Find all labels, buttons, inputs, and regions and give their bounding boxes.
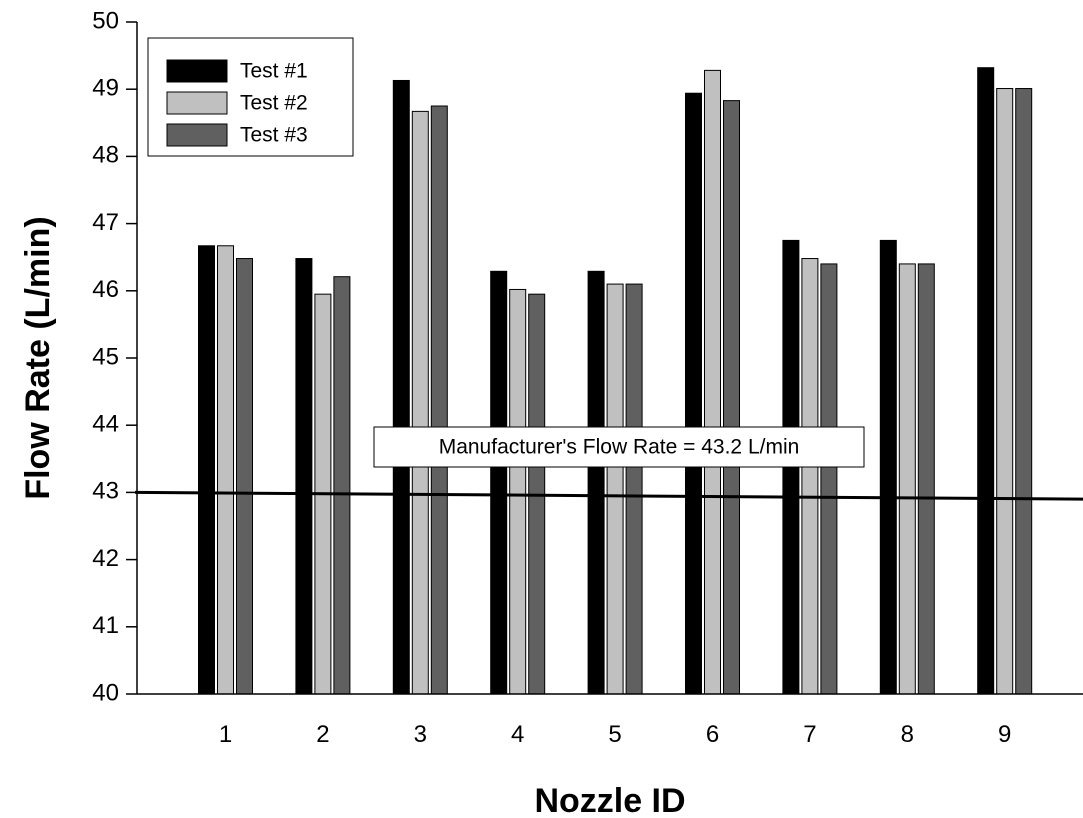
y-tick-label: 42 (92, 545, 119, 572)
legend-label: Test #1 (240, 60, 308, 83)
bar (333, 276, 351, 695)
bar (217, 245, 234, 695)
x-tick-label: 8 (901, 721, 914, 748)
y-axis-title: Flow Rate (L/min) (19, 216, 57, 499)
bar (587, 270, 605, 695)
legend-swatch (166, 91, 228, 115)
bar (295, 258, 313, 695)
y-tick-label: 44 (92, 411, 119, 438)
bar (490, 270, 508, 695)
x-tick-label: 7 (803, 721, 816, 748)
bar (606, 283, 624, 695)
y-tick-label: 50 (92, 7, 119, 34)
legend-swatch (166, 123, 228, 147)
x-tick-label: 4 (511, 721, 524, 748)
y-tick-label: 40 (92, 679, 119, 706)
bar (917, 263, 935, 695)
bar (977, 67, 995, 695)
bar (820, 263, 838, 695)
bar (898, 263, 916, 695)
bar (236, 258, 253, 695)
bar (879, 239, 897, 695)
bar (801, 258, 819, 695)
y-tick-label: 47 (92, 209, 119, 236)
legend-label: Test #3 (240, 124, 308, 147)
y-tick-label: 45 (92, 343, 119, 370)
bar (704, 69, 721, 695)
annotation-box: Manufacturer's Flow Rate = 43.2 L/min (373, 426, 865, 468)
x-tick-label: 9 (998, 721, 1011, 748)
x-tick-label: 1 (219, 721, 232, 748)
legend-swatch (166, 59, 228, 83)
y-tick-label: 43 (92, 478, 119, 505)
legend-label: Test #2 (240, 92, 308, 115)
annotation-text: Manufacturer's Flow Rate = 43.2 L/min (439, 436, 800, 459)
reference-line (134, 490, 1083, 501)
x-tick-label: 2 (316, 721, 329, 748)
x-tick-label: 5 (608, 721, 621, 748)
bar (723, 100, 740, 695)
bar (430, 105, 448, 695)
legend: Test #1 Test #2 Test #3 (147, 37, 354, 157)
bar (996, 88, 1014, 695)
bar (625, 283, 643, 695)
bar (411, 110, 429, 695)
bar (198, 245, 215, 695)
bar (1015, 88, 1033, 695)
x-tick-label: 3 (414, 721, 427, 748)
bar (392, 79, 410, 695)
x-tick-label: 6 (706, 721, 719, 748)
y-tick-label: 46 (92, 276, 119, 303)
x-axis-title: Nozzle ID (534, 782, 685, 818)
y-tick-label: 49 (92, 75, 119, 102)
y-tick-label: 48 (92, 142, 119, 169)
y-tick-label: 41 (92, 612, 119, 639)
bar (685, 92, 702, 695)
bar (509, 288, 527, 695)
